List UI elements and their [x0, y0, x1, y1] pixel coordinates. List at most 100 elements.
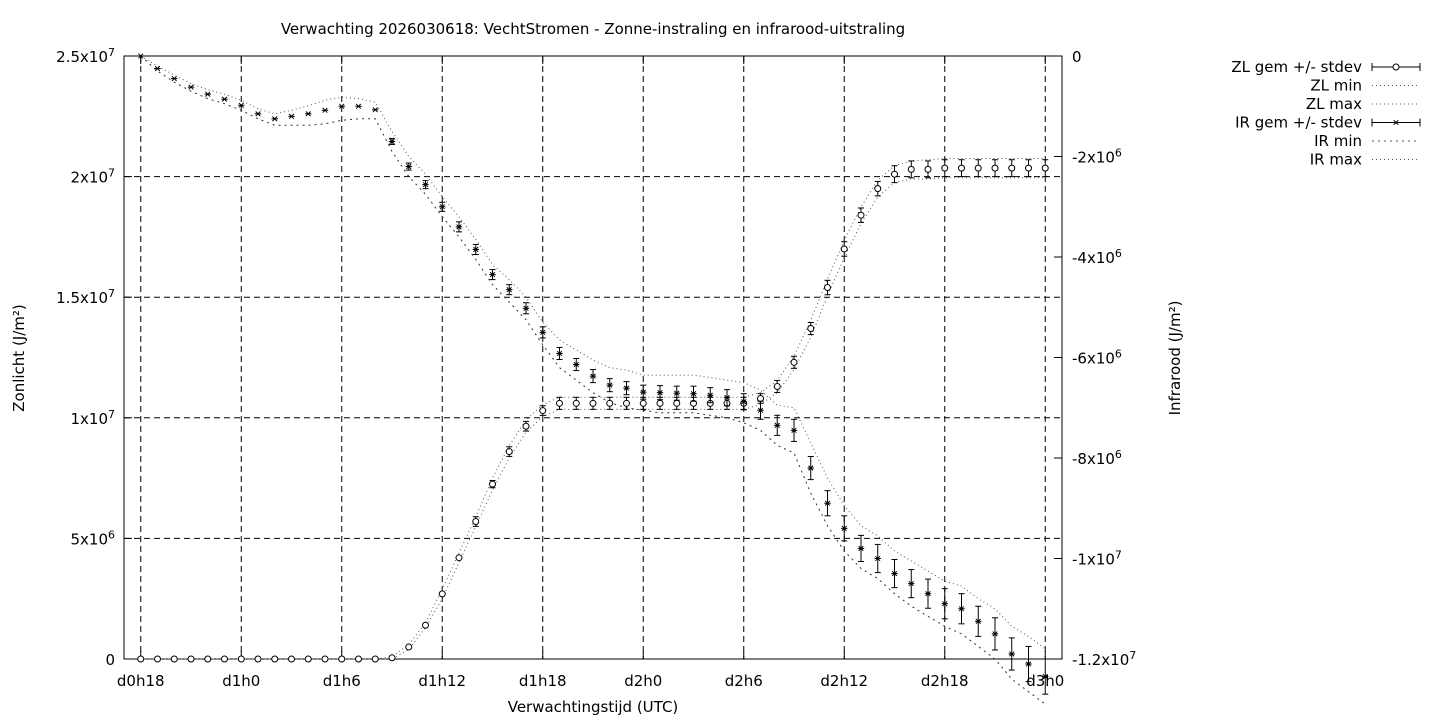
legend-key-circle — [1392, 63, 1400, 71]
zl-mean-point — [857, 211, 865, 219]
star-stroke — [674, 390, 680, 396]
star-stroke — [824, 500, 831, 506]
star-stroke — [791, 427, 797, 434]
zl-min-line — [140, 177, 1046, 660]
star-stroke — [707, 392, 713, 398]
star-stroke — [221, 96, 228, 102]
star-stroke — [154, 65, 161, 72]
zl-mean-point — [572, 399, 580, 407]
star-stroke — [506, 287, 512, 293]
zl-mean-point — [807, 325, 815, 333]
zl-mean-point — [472, 518, 480, 526]
x-axis-label: Verwachtingstijd (UTC) — [508, 698, 679, 716]
star-stroke — [607, 382, 613, 388]
ir-mean-point — [958, 606, 965, 612]
star-stroke — [774, 422, 780, 428]
ir-mean-point — [221, 96, 228, 102]
zl-mean-point — [958, 164, 965, 172]
ir-mean-point — [372, 107, 379, 113]
ir-mean-point — [740, 399, 747, 405]
y2-ticks: 0 -2x106 -4x106 -6x106 -8x106 -1x107 -1.2x107 — [1054, 48, 1136, 669]
zl-mean-point — [639, 399, 647, 407]
ir-mean-point — [723, 395, 731, 401]
ir-mean-point — [891, 570, 898, 577]
ir-mean-point — [975, 618, 982, 624]
star-stroke — [255, 111, 261, 117]
ir-mean-point — [238, 102, 245, 108]
legend-label: IR gem +/- stdev — [1235, 114, 1362, 132]
zl-mean-point — [304, 655, 312, 663]
ir-mean-point — [1042, 673, 1049, 680]
star-stroke — [523, 305, 529, 311]
ir-mean-point — [774, 422, 781, 428]
star-stroke — [238, 102, 244, 108]
zl-mean-point — [941, 164, 949, 172]
zl-mean-point — [824, 284, 831, 292]
ir-mean-point — [707, 392, 714, 398]
star-stroke — [171, 75, 177, 82]
y2-tick-label: -1x107 — [1072, 549, 1122, 569]
ir-mean-point — [137, 53, 144, 59]
star-stroke — [456, 224, 462, 230]
star-stroke — [992, 631, 998, 637]
star-stroke — [1025, 661, 1032, 667]
zl-mean-point — [271, 655, 279, 663]
y-tick-label: 1.5x107 — [56, 287, 115, 307]
ir-mean-point — [254, 111, 262, 117]
star-stroke — [406, 163, 412, 170]
zl-mean-point — [623, 399, 630, 407]
star-stroke — [1009, 651, 1015, 657]
star-stroke — [322, 107, 328, 113]
ir-mean-point — [522, 305, 530, 311]
ir-mean-point — [171, 75, 178, 82]
x-tick-label: d1h0 — [222, 672, 260, 690]
x-tick-label: d2h18 — [921, 672, 969, 690]
y-tick-label: 1x107 — [70, 408, 115, 428]
legend-label: IR min — [1314, 132, 1362, 150]
star-stroke — [690, 391, 697, 397]
zl-mean-point — [757, 395, 764, 403]
star-stroke — [305, 111, 311, 117]
ir-mean-point — [204, 91, 211, 97]
ir-mean-point — [405, 163, 412, 170]
x-tick-label: d1h6 — [323, 672, 361, 690]
plot-frame — [123, 55, 1063, 660]
ir-mean-point — [271, 116, 278, 122]
ir-mean-point — [824, 500, 831, 506]
y-tick-label: 0 — [105, 651, 115, 669]
zl-mean-point — [673, 399, 681, 407]
star-stroke — [439, 204, 445, 210]
ir-mean-point — [338, 103, 345, 109]
zl-mean-point — [455, 554, 463, 562]
zl-mean-point — [237, 655, 245, 663]
zl-mean-point — [924, 165, 932, 173]
ir-mean-point — [841, 525, 848, 532]
ir-mean-point — [673, 390, 680, 396]
y2-axis-label: Infrarood (J/m²) — [1166, 301, 1184, 416]
zl-mean-point — [254, 655, 262, 663]
ir-mean-point — [472, 246, 479, 253]
ir-mean-point — [455, 224, 463, 230]
zl-mean-point — [1025, 164, 1032, 172]
y-tick-label: 5x106 — [70, 528, 115, 548]
legend-label: IR max — [1310, 151, 1362, 169]
legend-label: ZL gem +/- stdev — [1231, 58, 1362, 76]
ir-mean-point — [388, 138, 396, 145]
ir-mean-point — [690, 391, 697, 397]
zl-mean-point — [874, 185, 882, 193]
zl-mean-point — [221, 655, 228, 663]
zl-mean-point — [790, 358, 798, 366]
y2-tick-label: -4x106 — [1072, 247, 1122, 267]
star-stroke — [858, 545, 864, 552]
zl-mean-point — [338, 655, 346, 663]
ir-mean-point — [154, 65, 161, 72]
y2-tick-label: -1.2x107 — [1072, 649, 1136, 669]
zl-mean-point — [489, 480, 496, 488]
zl-mean-point — [907, 165, 915, 173]
ir-mean-point — [187, 84, 195, 90]
star-stroke — [657, 390, 663, 396]
ir-mean-point — [539, 329, 546, 336]
star-stroke — [355, 103, 362, 109]
zl-mean-point — [438, 590, 446, 598]
